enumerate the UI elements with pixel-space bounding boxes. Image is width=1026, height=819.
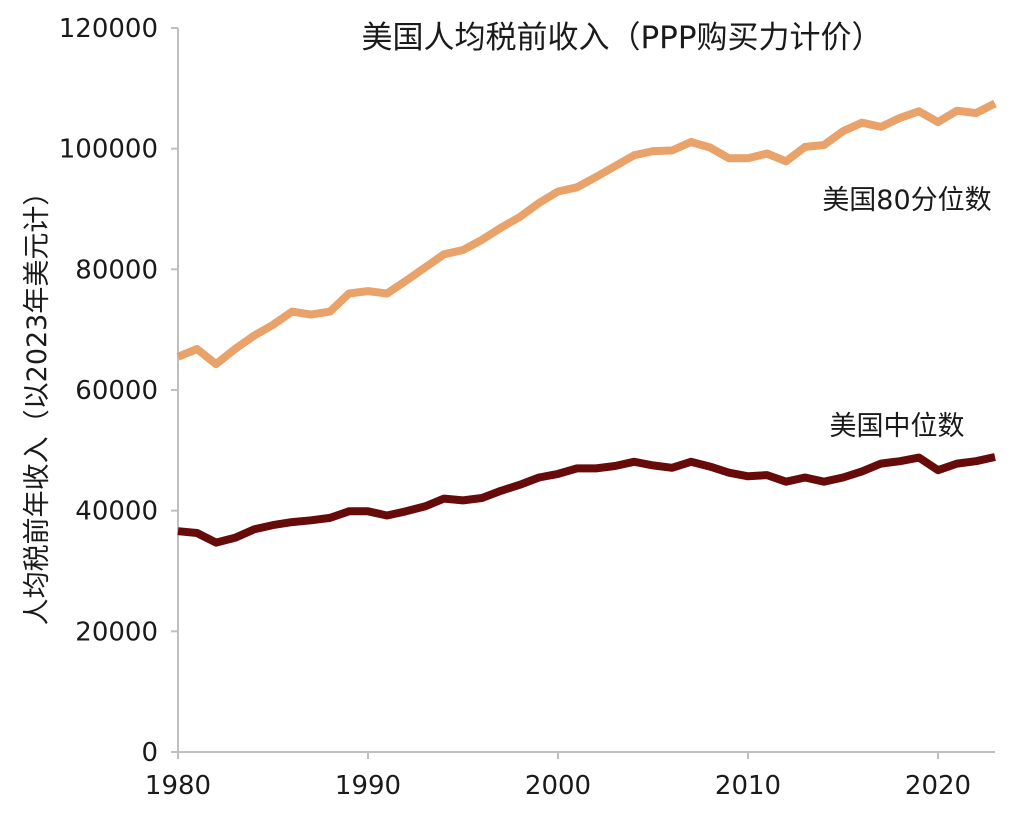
- series-lines: [176, 99, 997, 547]
- x-tick-label: 1980: [145, 771, 211, 801]
- y-tick-label: 40000: [75, 497, 158, 527]
- series-line-median: [177, 453, 996, 547]
- y-tick-label: 20000: [75, 617, 158, 647]
- y-axis-ticks: 0 20000 40000 60000 80000 100000 120000: [59, 14, 178, 768]
- x-tick-label: 2000: [525, 771, 591, 801]
- y-tick-label: 120000: [59, 14, 158, 44]
- y-axis-label: 人均税前年收入（以2023年美元计）: [22, 179, 53, 626]
- series-label-median: 美国中位数: [830, 411, 965, 442]
- y-tick-label: 100000: [59, 135, 158, 165]
- y-tick-label: 80000: [75, 255, 158, 285]
- x-tick-label: 2010: [715, 771, 781, 801]
- x-axis-ticks: 1980 1990 2000 2010 2020: [145, 752, 971, 801]
- chart-title: 美国人均税前收入（PPP购买力计价）: [361, 20, 882, 56]
- x-tick-label: 1990: [335, 771, 401, 801]
- x-tick-label: 2020: [905, 771, 971, 801]
- axes: [177, 28, 995, 753]
- series-label-80th-percentile: 美国80分位数: [822, 185, 991, 216]
- y-tick-label: 60000: [75, 376, 158, 406]
- series-line-80th-percentile: [176, 99, 997, 369]
- y-tick-label: 0: [141, 738, 158, 768]
